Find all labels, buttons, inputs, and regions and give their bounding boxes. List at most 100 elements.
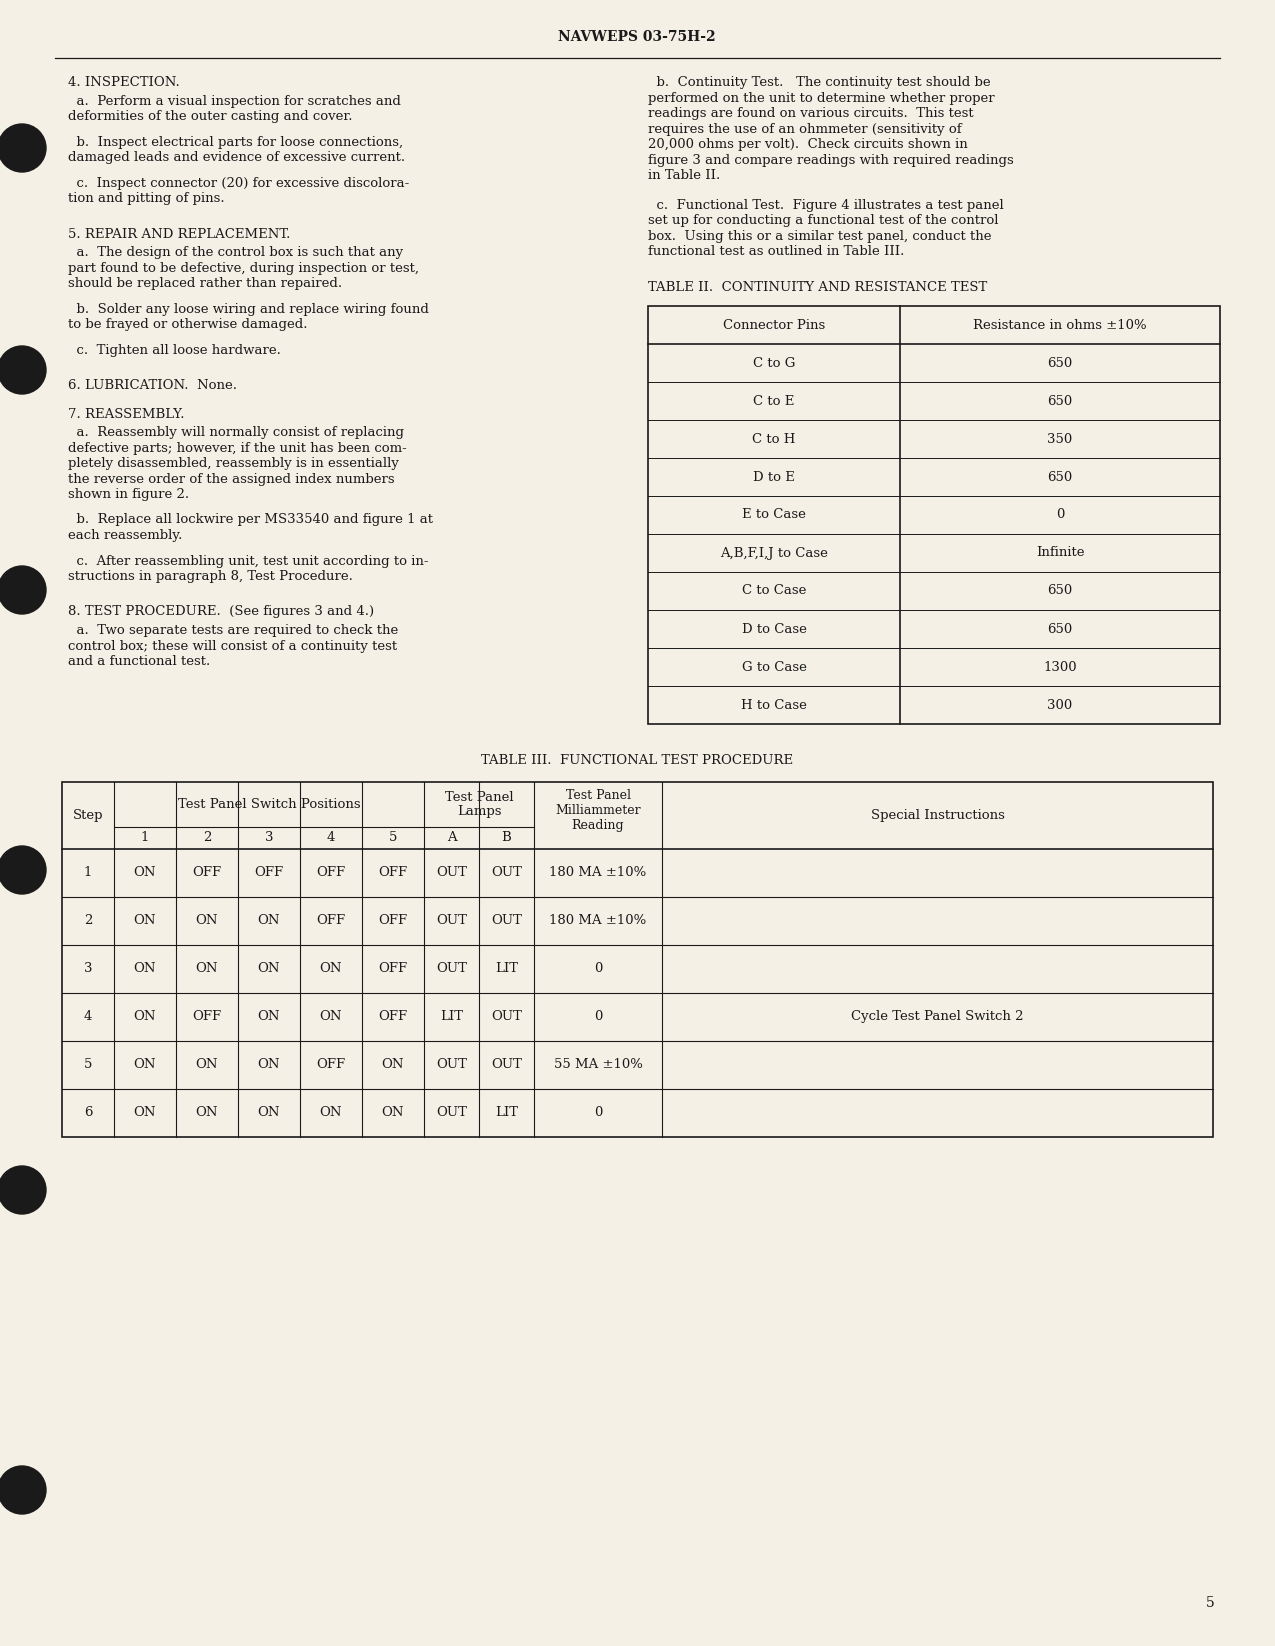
Circle shape: [0, 1467, 46, 1514]
Text: OUT: OUT: [436, 914, 467, 927]
Text: c.  Functional Test.  Figure 4 illustrates a test panel: c. Functional Test. Figure 4 illustrates…: [648, 199, 1003, 211]
Text: OUT: OUT: [436, 961, 467, 974]
Text: 20,000 ohms per volt).  Check circuits shown in: 20,000 ohms per volt). Check circuits sh…: [648, 138, 968, 151]
Text: OFF: OFF: [379, 866, 408, 879]
Text: set up for conducting a functional test of the control: set up for conducting a functional test …: [648, 214, 998, 227]
Text: Test Panel: Test Panel: [566, 788, 631, 802]
Text: a.  Perform a visual inspection for scratches and: a. Perform a visual inspection for scrat…: [68, 94, 400, 107]
Text: OUT: OUT: [491, 1058, 521, 1072]
Text: 650: 650: [1047, 622, 1072, 635]
Text: figure 3 and compare readings with required readings: figure 3 and compare readings with requi…: [648, 153, 1014, 166]
Text: NAVWEPS 03-75H-2: NAVWEPS 03-75H-2: [558, 30, 715, 44]
Text: Special Instructions: Special Instructions: [871, 808, 1005, 821]
Text: C to E: C to E: [754, 395, 794, 408]
Text: ON: ON: [258, 1058, 280, 1072]
Text: ON: ON: [381, 1058, 404, 1072]
Text: ON: ON: [381, 1106, 404, 1119]
Text: OFF: OFF: [255, 866, 283, 879]
Text: ON: ON: [134, 1106, 157, 1119]
Text: b.  Replace all lockwire per MS33540 and figure 1 at: b. Replace all lockwire per MS33540 and …: [68, 514, 434, 527]
Text: OUT: OUT: [491, 866, 521, 879]
Text: OUT: OUT: [436, 1058, 467, 1072]
Circle shape: [0, 566, 46, 614]
Text: deformities of the outer casting and cover.: deformities of the outer casting and cov…: [68, 110, 352, 123]
Text: OFF: OFF: [193, 866, 222, 879]
Text: 4. INSPECTION.: 4. INSPECTION.: [68, 76, 180, 89]
Text: ON: ON: [320, 961, 342, 974]
Text: C to G: C to G: [752, 357, 796, 369]
Circle shape: [0, 346, 46, 393]
Text: Reading: Reading: [571, 818, 625, 831]
Text: Infinite: Infinite: [1035, 546, 1084, 560]
Text: 8. TEST PROCEDURE.  (See figures 3 and 4.): 8. TEST PROCEDURE. (See figures 3 and 4.…: [68, 606, 374, 619]
Text: ON: ON: [258, 1106, 280, 1119]
Text: TABLE II.  CONTINUITY AND RESISTANCE TEST: TABLE II. CONTINUITY AND RESISTANCE TEST: [648, 280, 987, 293]
Circle shape: [0, 1165, 46, 1215]
Text: Milliammeter: Milliammeter: [555, 803, 641, 816]
Text: control box; these will consist of a continuity test: control box; these will consist of a con…: [68, 640, 397, 652]
Text: the reverse order of the assigned index numbers: the reverse order of the assigned index …: [68, 472, 395, 486]
Text: OFF: OFF: [316, 914, 346, 927]
Text: 2: 2: [84, 914, 92, 927]
Text: defective parts; however, if the unit has been com-: defective parts; however, if the unit ha…: [68, 441, 407, 454]
Text: 650: 650: [1047, 584, 1072, 597]
Text: should be replaced rather than repaired.: should be replaced rather than repaired.: [68, 277, 342, 290]
Text: A,B,F,I,J to Case: A,B,F,I,J to Case: [720, 546, 827, 560]
Text: LIT: LIT: [440, 1011, 463, 1024]
Text: C to H: C to H: [752, 433, 796, 446]
Text: 1: 1: [140, 831, 149, 844]
Text: OUT: OUT: [436, 866, 467, 879]
Text: 0: 0: [594, 1106, 602, 1119]
Text: 6: 6: [84, 1106, 92, 1119]
Text: performed on the unit to determine whether proper: performed on the unit to determine wheth…: [648, 92, 994, 104]
Text: to be frayed or otherwise damaged.: to be frayed or otherwise damaged.: [68, 318, 307, 331]
Text: ON: ON: [134, 961, 157, 974]
Text: Resistance in ohms ±10%: Resistance in ohms ±10%: [973, 318, 1146, 331]
Text: 650: 650: [1047, 471, 1072, 484]
Text: 6. LUBRICATION.  None.: 6. LUBRICATION. None.: [68, 379, 237, 392]
Text: 5: 5: [1206, 1597, 1215, 1610]
Text: C to Case: C to Case: [742, 584, 806, 597]
Bar: [648, 306, 1220, 724]
Text: 1: 1: [84, 866, 92, 879]
Text: shown in figure 2.: shown in figure 2.: [68, 487, 189, 500]
Text: Connector Pins: Connector Pins: [723, 318, 825, 331]
Text: functional test as outlined in Table III.: functional test as outlined in Table III…: [648, 245, 904, 258]
Text: 5: 5: [389, 831, 398, 844]
Text: b.  Continuity Test.   The continuity test should be: b. Continuity Test. The continuity test …: [648, 76, 991, 89]
Text: 0: 0: [594, 1011, 602, 1024]
Text: c.  After reassembling unit, test unit according to in-: c. After reassembling unit, test unit ac…: [68, 555, 428, 568]
Text: Cycle Test Panel Switch 2: Cycle Test Panel Switch 2: [852, 1011, 1024, 1024]
Text: 5: 5: [84, 1058, 92, 1072]
Text: ON: ON: [134, 1011, 157, 1024]
Text: 650: 650: [1047, 395, 1072, 408]
Text: LIT: LIT: [495, 961, 518, 974]
Text: ON: ON: [320, 1011, 342, 1024]
Text: OFF: OFF: [379, 1011, 408, 1024]
Text: ON: ON: [320, 1106, 342, 1119]
Text: ON: ON: [258, 914, 280, 927]
Text: ON: ON: [196, 914, 218, 927]
Text: 4: 4: [326, 831, 335, 844]
Text: 650: 650: [1047, 357, 1072, 369]
Text: a.  Two separate tests are required to check the: a. Two separate tests are required to ch…: [68, 624, 398, 637]
Text: OFF: OFF: [316, 866, 346, 879]
Text: 180 MA ±10%: 180 MA ±10%: [550, 866, 646, 879]
Text: OUT: OUT: [491, 914, 521, 927]
Text: D to Case: D to Case: [742, 622, 806, 635]
Text: 5. REPAIR AND REPLACEMENT.: 5. REPAIR AND REPLACEMENT.: [68, 227, 291, 240]
Text: ON: ON: [134, 1058, 157, 1072]
Text: OUT: OUT: [436, 1106, 467, 1119]
Text: requires the use of an ohmmeter (sensitivity of: requires the use of an ohmmeter (sensiti…: [648, 122, 961, 135]
Text: c.  Tighten all loose hardware.: c. Tighten all loose hardware.: [68, 344, 280, 357]
Text: TABLE III.  FUNCTIONAL TEST PROCEDURE: TABLE III. FUNCTIONAL TEST PROCEDURE: [481, 754, 793, 767]
Text: LIT: LIT: [495, 1106, 518, 1119]
Text: 180 MA ±10%: 180 MA ±10%: [550, 914, 646, 927]
Text: 0: 0: [594, 961, 602, 974]
Text: Test Panel: Test Panel: [445, 790, 514, 803]
Text: 55 MA ±10%: 55 MA ±10%: [553, 1058, 643, 1072]
Text: Lamps: Lamps: [456, 805, 501, 818]
Text: ON: ON: [134, 914, 157, 927]
Text: tion and pitting of pins.: tion and pitting of pins.: [68, 193, 224, 206]
Text: damaged leads and evidence of excessive current.: damaged leads and evidence of excessive …: [68, 151, 405, 165]
